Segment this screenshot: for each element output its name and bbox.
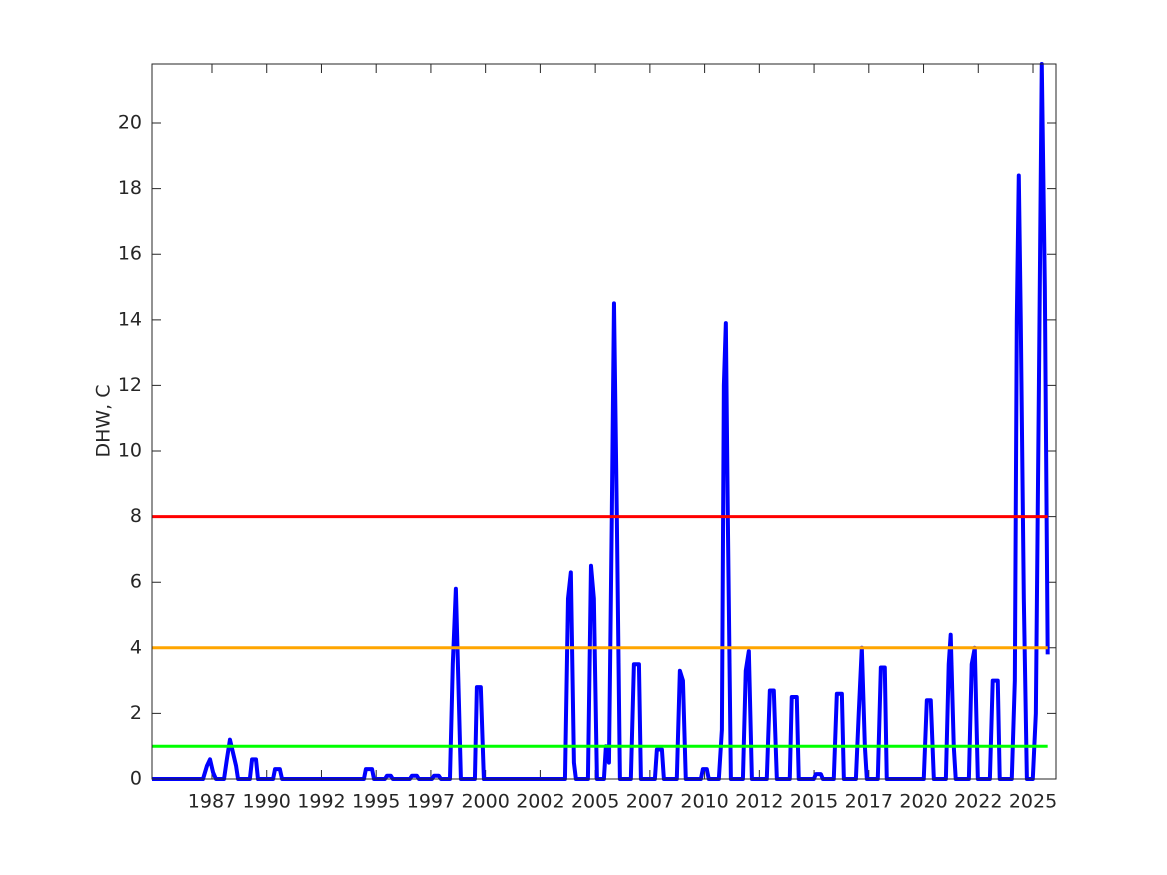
y-tick-label: 10 [118, 440, 142, 462]
x-tick-label: 2012 [735, 791, 783, 813]
plot-area [152, 64, 1056, 779]
x-tick-label: 2017 [845, 791, 893, 813]
y-tick-label: 20 [118, 112, 142, 134]
x-tick-label: 2000 [461, 791, 509, 813]
y-tick-label: 2 [130, 702, 142, 724]
x-tick-label: 2002 [516, 791, 564, 813]
axes-box [151, 63, 1057, 780]
x-tick-label: 2015 [790, 791, 838, 813]
y-tick-label: 18 [118, 177, 142, 199]
y-tick-label: 8 [130, 505, 142, 527]
x-tick-label: 2022 [954, 791, 1002, 813]
x-tick-label: 2020 [899, 791, 947, 813]
x-tick-label: 1992 [297, 791, 345, 813]
y-tick-label: 12 [118, 374, 142, 396]
y-tick-label: 16 [118, 243, 142, 265]
x-tick-label: 1987 [188, 791, 236, 813]
y-tick-label: 6 [130, 571, 142, 593]
x-tick-label: 2025 [1009, 791, 1057, 813]
y-tick-label: 14 [118, 308, 142, 330]
x-tick-label: 2010 [680, 791, 728, 813]
x-tick-label: 1995 [352, 791, 400, 813]
y-tick-label: 4 [130, 636, 142, 658]
x-tick-label: 1990 [243, 791, 291, 813]
x-tick-label: 1997 [407, 791, 455, 813]
y-axis-label: DHW, C [93, 384, 115, 457]
x-tick-label: 2005 [571, 791, 619, 813]
x-tick-label: 2007 [626, 791, 674, 813]
y-tick-label: 0 [130, 768, 142, 790]
